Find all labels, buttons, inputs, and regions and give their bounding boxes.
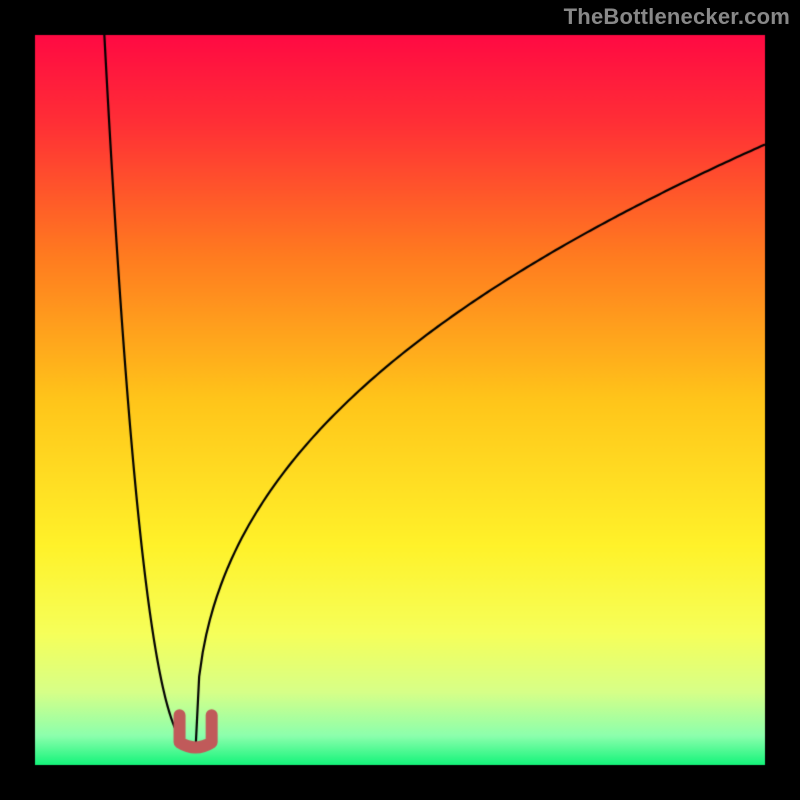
bottleneck-curve-plot: [0, 0, 800, 800]
chart-stage: TheBottlenecker.com: [0, 0, 800, 800]
watermark-text: TheBottlenecker.com: [564, 4, 790, 30]
